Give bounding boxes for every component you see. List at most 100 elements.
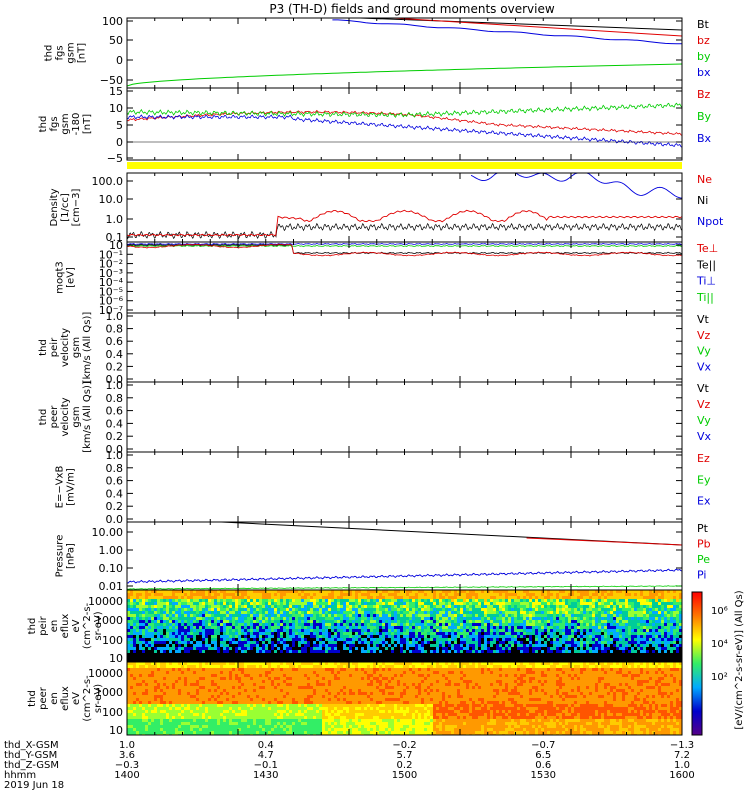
spectrogram-cell: [394, 656, 397, 659]
spectrogram-cell: [496, 629, 499, 632]
spectrogram-cell: [289, 641, 292, 644]
spectrogram-cell: [361, 602, 364, 605]
spectrogram-cell: [679, 635, 682, 638]
spectrogram-cell: [142, 590, 145, 593]
spectrogram-cell: [427, 656, 430, 659]
spectrogram-cell: [487, 617, 490, 620]
spectrogram-cell: [241, 617, 244, 620]
spectrogram-cell: [661, 617, 664, 620]
spectrogram-cell: [652, 593, 655, 596]
spectrogram-cell: [382, 623, 385, 626]
spectrogram-cell: [628, 653, 631, 656]
spectrogram-cell: [490, 599, 493, 602]
spectrogram-cell: [496, 611, 499, 614]
spectrogram-cell: [349, 659, 352, 662]
spectrogram-cell: [550, 653, 553, 656]
spectrogram-cell: [520, 602, 523, 605]
spectrogram-cell: [244, 644, 247, 647]
spectrogram-cell: [136, 602, 139, 605]
spectrogram-cell: [292, 635, 295, 638]
spectrogram-cell: [508, 647, 511, 650]
spectrogram-cell: [136, 647, 139, 650]
spectrogram-cell: [667, 638, 670, 641]
spectrogram-cell: [607, 596, 610, 599]
spectrogram-cell: [673, 608, 676, 611]
spectrogram-cell: [574, 638, 577, 641]
spectrogram-cell: [289, 608, 292, 611]
spectrogram-cell: [571, 641, 574, 644]
spectrogram-cell: [202, 653, 205, 656]
spectrogram-cell: [526, 617, 529, 620]
spectrogram-cell: [679, 647, 682, 650]
spectrogram-cell: [556, 626, 559, 629]
spectrogram-cell: [316, 641, 319, 644]
spectrogram-cell: [673, 626, 676, 629]
spectrogram-cell: [571, 593, 574, 596]
spectrogram-cell: [274, 647, 277, 650]
spectrogram-cell: [610, 656, 613, 659]
spectrogram-cell: [196, 656, 199, 659]
spectrogram-cell: [166, 605, 169, 608]
spectrogram-cell: [583, 635, 586, 638]
spectrogram-cell: [256, 593, 259, 596]
spectrogram-cell: [361, 644, 364, 647]
spectrogram-cell: [262, 650, 265, 653]
spectrogram-cell: [253, 614, 256, 617]
spectrogram-cell: [133, 641, 136, 644]
spectrogram-cell: [340, 608, 343, 611]
spectrogram-cell: [208, 590, 211, 593]
spectrogram-cell: [592, 611, 595, 614]
spectrogram-cell: [235, 653, 238, 656]
spectrogram-cell: [424, 593, 427, 596]
spectrogram-cell: [139, 641, 142, 644]
spectrogram-cell: [589, 611, 592, 614]
spectrogram-cell: [568, 647, 571, 650]
spectrogram-cell: [385, 611, 388, 614]
spectrogram-cell: [334, 605, 337, 608]
spectrogram-cell: [319, 602, 322, 605]
spectrogram-cell: [184, 593, 187, 596]
spectrogram-cell: [241, 611, 244, 614]
spectrogram-cell: [406, 605, 409, 608]
y-axis-label: Density: [49, 188, 60, 226]
spectrogram-cell: [334, 611, 337, 614]
spectrogram-cell: [178, 650, 181, 653]
spectrogram-cell: [277, 602, 280, 605]
spectrogram-cell: [235, 608, 238, 611]
spectrogram-cell: [175, 623, 178, 626]
spectrogram-cell: [460, 623, 463, 626]
spectrogram-cell: [229, 629, 232, 632]
spectrogram-cell: [550, 632, 553, 635]
spectrogram-cell: [229, 602, 232, 605]
spectrogram-cell: [364, 650, 367, 653]
spectrogram-cell: [673, 653, 676, 656]
spectrogram-cell: [238, 632, 241, 635]
spectrogram-cell: [601, 623, 604, 626]
spectrogram-cell: [661, 599, 664, 602]
spectrogram-cell: [247, 599, 250, 602]
spectrogram-cell: [160, 605, 163, 608]
spectrogram-cell: [676, 599, 679, 602]
spectrogram-cell: [658, 623, 661, 626]
spectrogram-cell: [400, 617, 403, 620]
spectrogram-cell: [664, 590, 667, 593]
spectrogram-cell: [571, 602, 574, 605]
spectrogram-cell: [376, 593, 379, 596]
spectrogram-cell: [580, 650, 583, 653]
spectrogram-cell: [232, 593, 235, 596]
spectrogram-cell: [388, 605, 391, 608]
spectrogram-cell: [190, 632, 193, 635]
spectrogram-cell: [199, 647, 202, 650]
spectrogram-cell: [301, 593, 304, 596]
spectrogram-cell: [388, 641, 391, 644]
spectrogram-cell: [406, 626, 409, 629]
spectrogram-cell: [667, 590, 670, 593]
spectrogram-cell: [322, 623, 325, 626]
spectrogram-cell: [598, 641, 601, 644]
spectrogram-cell: [421, 602, 424, 605]
spectrogram-cell: [340, 617, 343, 620]
spectrogram-cell: [613, 632, 616, 635]
spectrogram-cell: [643, 596, 646, 599]
spectrogram-cell: [550, 593, 553, 596]
spectrogram-cell: [484, 617, 487, 620]
